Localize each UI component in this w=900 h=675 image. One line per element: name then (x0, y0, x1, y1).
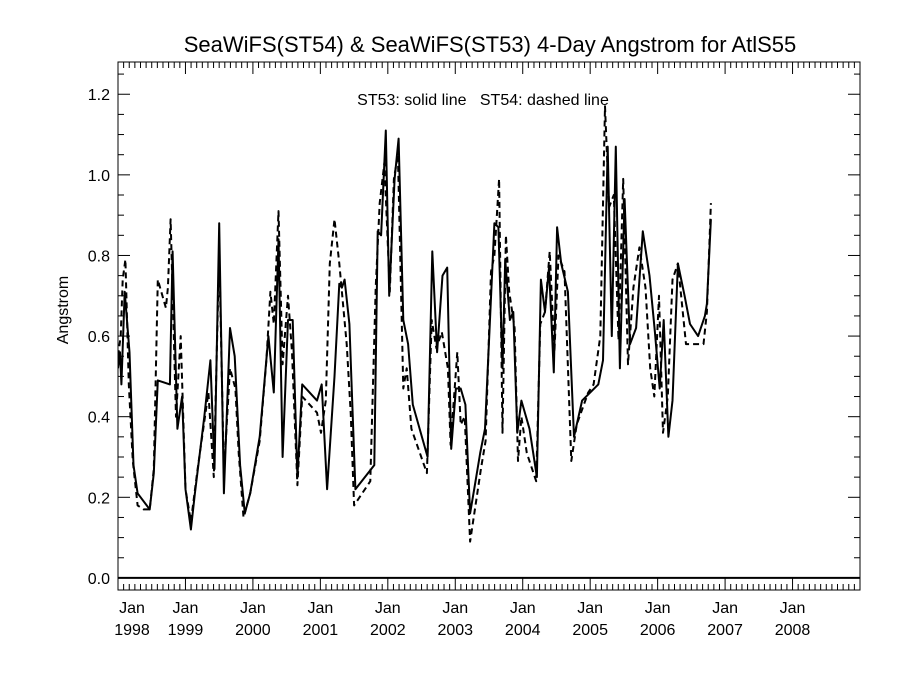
x-tick-label-month: Jan (712, 600, 738, 617)
series-line-st54 (118, 105, 712, 543)
x-tick-label-month: Jan (119, 600, 145, 617)
y-tick-label: 1.2 (88, 87, 110, 104)
y-tick-label: 1.0 (88, 168, 110, 185)
x-tick-label-month: Jan (307, 600, 333, 617)
y-tick-label: 0.4 (88, 410, 110, 427)
x-tick-label-year: 2008 (775, 622, 811, 639)
x-tick-label-year: 1998 (114, 622, 150, 639)
x-tick-label-year: 2006 (640, 622, 676, 639)
plot-area: 0.0 0.2 0.4 0.6 0.8 1.0 1.2 Jan 1998 Jan 1999 Jan 20… (88, 61, 861, 639)
y-tick-label: 0.8 (88, 248, 110, 265)
x-tick-label-month: Jan (577, 600, 603, 617)
x-tick-label-year: 1999 (168, 622, 204, 639)
y-tick-label: 0.0 (88, 571, 110, 588)
series-line-st53 (118, 129, 712, 531)
x-tick-label-year: 2005 (572, 622, 608, 639)
x-tick-label-month: Jan (240, 600, 266, 617)
x-tick-label-year: 2002 (370, 622, 406, 639)
chart-title: SeaWiFS(ST54) & SeaWiFS(ST53) 4-Day Angs… (184, 32, 797, 57)
x-tick-label-year: 2001 (303, 622, 339, 639)
x-tick-label-month: Jan (510, 600, 536, 617)
y-axis-label: Angstrom (55, 276, 72, 344)
x-tick-label-month: Jan (780, 600, 806, 617)
y-tick-label: 0.2 (88, 490, 110, 507)
x-tick-label-year: 2007 (707, 622, 743, 639)
y-tick-label: 0.6 (88, 329, 110, 346)
x-tick-label-month: Jan (375, 600, 401, 617)
x-tick-label-month: Jan (442, 600, 468, 617)
x-tick-label-year: 2003 (437, 622, 473, 639)
x-tick-label-month: Jan (645, 600, 671, 617)
x-tick-label-month: Jan (173, 600, 199, 617)
series-annotation: ST53: solid line ST54: dashed line (357, 92, 609, 109)
x-tick-label-year: 2000 (235, 622, 271, 639)
x-tick-label-year: 2004 (505, 622, 541, 639)
